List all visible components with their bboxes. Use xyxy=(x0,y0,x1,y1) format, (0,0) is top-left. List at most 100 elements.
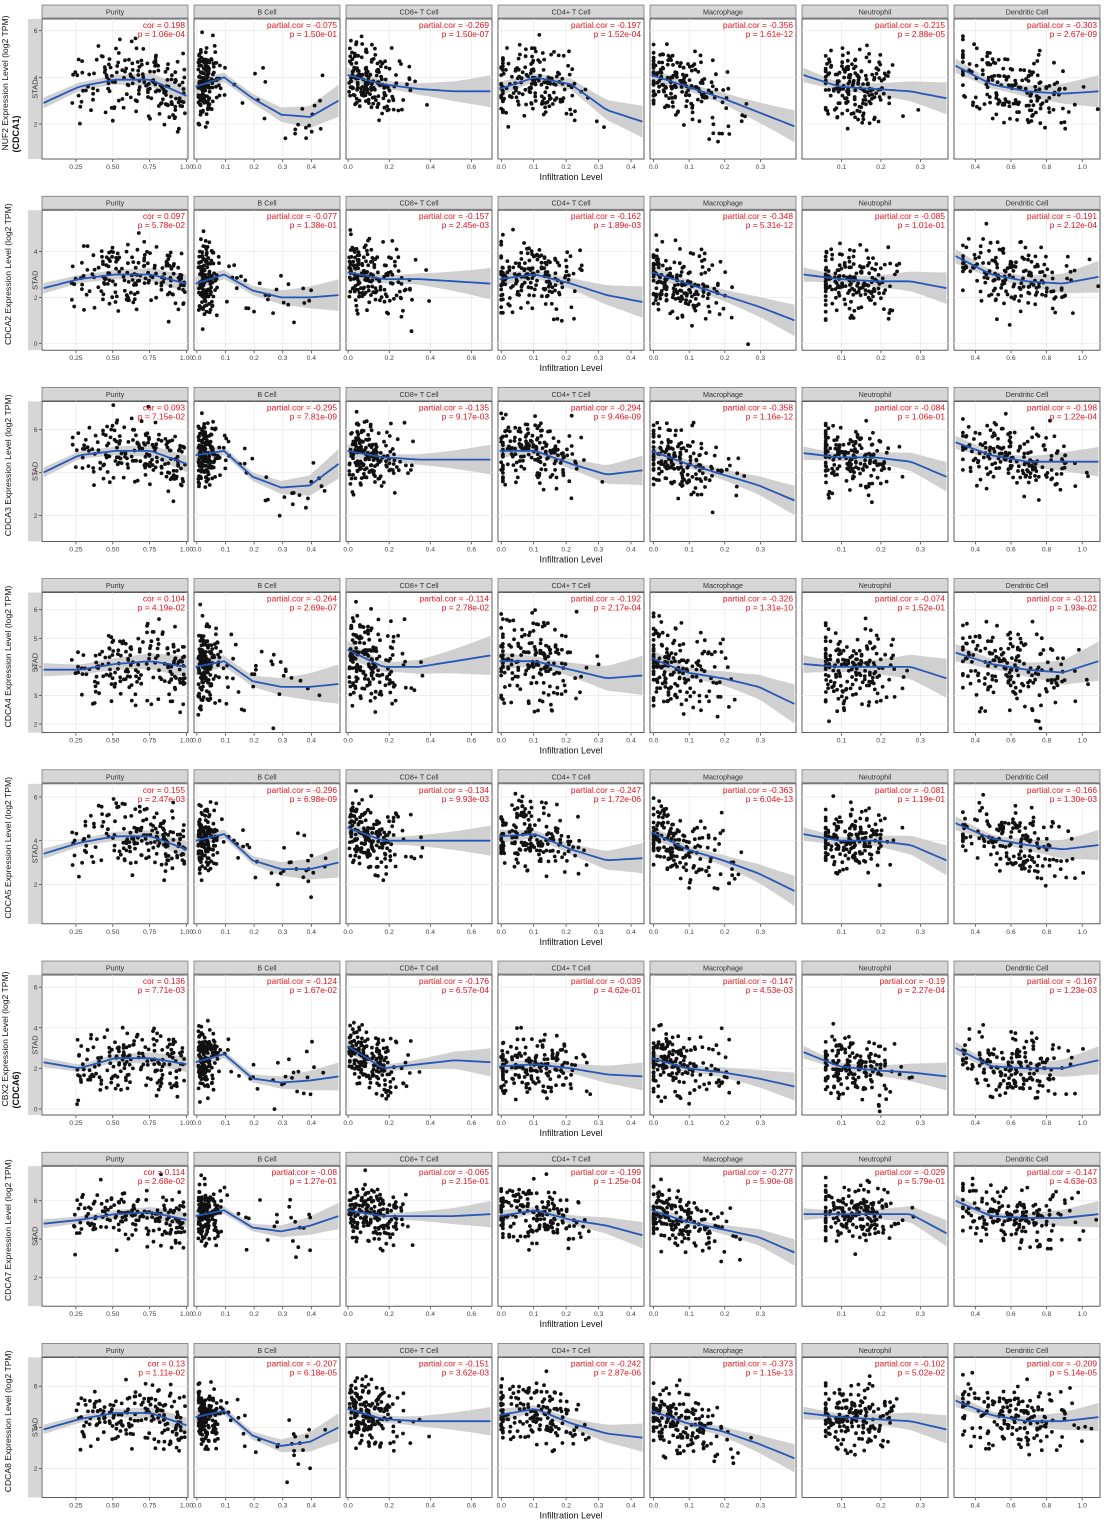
data-point xyxy=(84,672,89,677)
data-point xyxy=(173,70,178,75)
data-point xyxy=(362,285,366,290)
data-point xyxy=(378,298,382,303)
data-point xyxy=(365,628,370,633)
data-point xyxy=(510,74,514,79)
data-point xyxy=(664,93,668,98)
data-point xyxy=(569,496,574,501)
data-point xyxy=(1028,475,1032,479)
data-point xyxy=(364,99,368,103)
data-point xyxy=(197,79,202,84)
data-point xyxy=(520,92,525,97)
data-point xyxy=(688,454,693,459)
data-point xyxy=(559,318,564,323)
data-point xyxy=(1038,106,1043,111)
data-point xyxy=(110,295,115,300)
data-point xyxy=(720,131,724,136)
data-point xyxy=(116,648,121,653)
data-point xyxy=(840,93,845,98)
data-point xyxy=(526,285,531,290)
data-point xyxy=(1050,306,1055,311)
data-point xyxy=(93,689,98,694)
data-point xyxy=(128,95,133,100)
data-point xyxy=(164,474,169,479)
data-point xyxy=(1020,78,1025,83)
data-point xyxy=(201,695,206,700)
p-value: p = 1.52e-04 xyxy=(594,29,642,39)
data-point xyxy=(1035,98,1040,103)
data-point xyxy=(833,287,838,291)
data-point xyxy=(121,274,126,279)
data-point xyxy=(872,115,877,120)
data-point xyxy=(200,651,205,656)
x-tick-label: 0.1 xyxy=(529,355,539,362)
data-point xyxy=(856,306,861,310)
data-point xyxy=(113,282,118,287)
p-value: p = 7.15e-02 xyxy=(138,411,186,421)
data-point xyxy=(659,469,664,474)
data-point xyxy=(823,449,828,454)
data-point xyxy=(359,34,364,39)
data-point xyxy=(501,635,505,639)
panel-title: CD4+ T Cell xyxy=(551,8,590,17)
data-point xyxy=(1030,435,1034,440)
data-point xyxy=(693,85,698,89)
data-point xyxy=(213,456,218,461)
data-point xyxy=(156,437,161,442)
data-point xyxy=(994,112,999,117)
data-point xyxy=(159,464,164,469)
data-point xyxy=(80,692,84,697)
data-point xyxy=(530,46,534,51)
data-point xyxy=(358,481,363,486)
data-point xyxy=(870,96,874,101)
data-point xyxy=(114,46,118,51)
data-point xyxy=(1068,269,1073,274)
data-point xyxy=(660,60,665,65)
data-point xyxy=(360,85,365,89)
data-point xyxy=(857,47,862,52)
data-point xyxy=(374,73,379,78)
data-point xyxy=(171,271,176,276)
data-point xyxy=(384,463,389,468)
data-point xyxy=(170,292,175,297)
data-point xyxy=(1027,464,1032,468)
data-point xyxy=(568,107,573,112)
data-point xyxy=(1045,471,1050,475)
data-point xyxy=(516,99,520,104)
data-point xyxy=(311,461,316,465)
data-point xyxy=(1011,269,1016,273)
x-axis-title: Infiltration Level xyxy=(539,363,602,373)
data-point xyxy=(684,298,688,302)
data-point xyxy=(520,627,524,632)
data-point xyxy=(419,660,423,664)
data-point xyxy=(204,292,209,297)
data-point xyxy=(197,457,202,461)
data-point xyxy=(511,227,515,232)
data-point xyxy=(165,646,170,651)
data-point xyxy=(849,462,853,467)
data-point xyxy=(122,288,127,293)
data-point xyxy=(408,286,412,291)
data-point xyxy=(176,648,181,653)
data-point xyxy=(355,87,359,92)
data-point xyxy=(831,423,835,428)
data-point xyxy=(664,258,668,263)
data-point xyxy=(136,231,141,235)
data-point xyxy=(365,252,370,257)
data-point xyxy=(205,120,210,125)
data-point xyxy=(853,441,858,445)
y-axis-label: NUF2 Expression Level (log2 TPM) xyxy=(0,15,10,150)
data-point xyxy=(824,250,829,255)
data-point xyxy=(217,261,221,265)
x-tick-label: 0.6 xyxy=(1006,546,1016,553)
data-point xyxy=(707,310,712,314)
data-point xyxy=(1033,474,1037,478)
data-point xyxy=(695,492,700,497)
data-point xyxy=(837,101,842,105)
data-point xyxy=(994,422,998,427)
data-point xyxy=(532,293,536,298)
data-point xyxy=(657,79,661,83)
data-point xyxy=(843,302,848,307)
data-point xyxy=(1034,469,1039,473)
data-point xyxy=(1045,267,1050,272)
